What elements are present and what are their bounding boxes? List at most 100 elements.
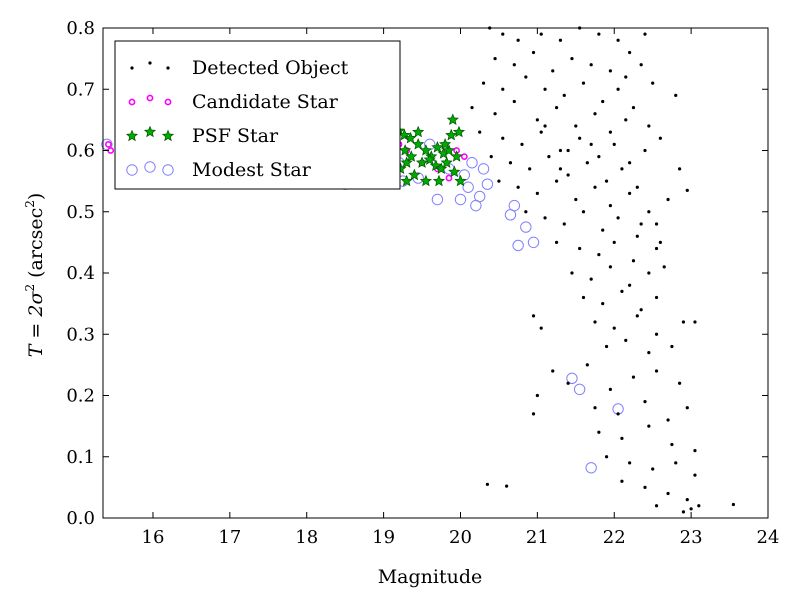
data-point xyxy=(685,498,689,502)
data-point xyxy=(415,156,429,168)
data-point xyxy=(558,38,563,42)
data-point xyxy=(670,442,674,447)
data-point xyxy=(512,99,516,104)
data-point xyxy=(654,295,659,300)
data-point xyxy=(470,106,474,110)
data-point xyxy=(481,81,486,85)
data-point xyxy=(697,504,701,508)
y-tick-label: 0.6 xyxy=(66,141,95,162)
data-point xyxy=(524,75,528,79)
data-point xyxy=(608,387,612,391)
legend-marker xyxy=(125,129,139,142)
data-point xyxy=(685,406,689,410)
data-point xyxy=(651,467,655,471)
data-point xyxy=(635,234,639,238)
data-point xyxy=(585,161,589,165)
data-point xyxy=(512,63,516,67)
data-point xyxy=(554,179,559,183)
legend: Detected Object Candidate Star PSF Star Mod… xyxy=(114,40,401,190)
data-point xyxy=(677,381,682,385)
data-point xyxy=(423,153,436,165)
data-point xyxy=(585,462,597,474)
data-point xyxy=(647,210,651,214)
x-tick-label: 17 xyxy=(218,527,241,548)
data-point xyxy=(558,167,563,171)
x-tick-label: 23 xyxy=(680,527,703,548)
data-point xyxy=(597,430,601,434)
legend-label: Candidate Star xyxy=(192,91,339,113)
data-point xyxy=(643,485,647,489)
data-point xyxy=(639,308,643,312)
data-point xyxy=(445,128,458,141)
data-point xyxy=(658,136,662,140)
data-point xyxy=(616,412,620,416)
data-point xyxy=(448,165,461,178)
x-tick-label: 20 xyxy=(449,527,472,548)
data-point xyxy=(524,210,528,214)
legend-entry: PSF Star xyxy=(125,125,279,147)
data-point xyxy=(654,369,659,373)
data-point xyxy=(589,63,593,67)
data-point xyxy=(662,265,666,269)
data-point xyxy=(551,69,555,73)
data-point xyxy=(566,148,570,153)
y-axis-label: T = 2σ2 (arcsec2) xyxy=(23,193,47,358)
data-point xyxy=(639,222,643,226)
data-point xyxy=(527,236,540,249)
data-point xyxy=(497,179,501,183)
data-point xyxy=(681,320,686,324)
data-point xyxy=(670,344,674,349)
data-point xyxy=(651,81,655,85)
data-point xyxy=(412,137,425,150)
x-tick-label: 24 xyxy=(757,527,780,548)
data-point xyxy=(601,302,605,306)
data-point xyxy=(562,93,566,97)
data-point xyxy=(693,320,697,324)
data-point xyxy=(635,185,639,189)
data-point xyxy=(399,144,412,156)
data-point xyxy=(578,246,582,251)
data-point xyxy=(531,412,536,416)
data-point xyxy=(501,87,505,91)
legend-marker xyxy=(126,164,138,176)
data-point xyxy=(666,197,670,202)
data-point xyxy=(620,289,624,293)
data-point xyxy=(574,124,578,128)
data-point xyxy=(454,174,467,187)
legend-entry: Candidate Star xyxy=(128,91,339,113)
x-tick-label: 19 xyxy=(372,527,395,548)
data-point xyxy=(654,246,659,251)
data-point xyxy=(478,130,482,134)
data-point xyxy=(601,99,605,104)
data-point xyxy=(628,50,632,55)
data-point xyxy=(593,406,597,410)
data-point xyxy=(597,253,601,257)
data-point xyxy=(731,502,736,507)
data-point xyxy=(654,504,659,508)
data-point xyxy=(474,190,486,203)
data-point xyxy=(597,32,601,36)
data-point xyxy=(508,199,521,212)
data-point xyxy=(589,277,593,281)
x-tick-label: 21 xyxy=(526,527,549,548)
data-point xyxy=(624,118,628,122)
series-detected-object xyxy=(470,26,736,514)
data-point xyxy=(501,136,505,140)
data-point xyxy=(608,69,612,73)
data-point xyxy=(639,63,643,67)
data-point xyxy=(493,112,497,116)
data-point xyxy=(535,191,539,195)
legend-label: Modest Star xyxy=(192,159,312,181)
y-axis-ticks: 0.0 0.1 0.2 0.3 0.4 0.5 0.6 0.7 0.8 xyxy=(66,18,768,529)
data-point xyxy=(654,222,659,226)
data-point xyxy=(581,295,586,300)
data-point xyxy=(445,174,453,182)
data-point xyxy=(620,479,624,483)
data-point xyxy=(658,240,662,244)
data-point xyxy=(635,314,639,318)
legend-marker xyxy=(128,98,136,106)
y-tick-label: 0.8 xyxy=(66,18,95,39)
data-point xyxy=(647,124,651,128)
data-point xyxy=(551,369,555,373)
